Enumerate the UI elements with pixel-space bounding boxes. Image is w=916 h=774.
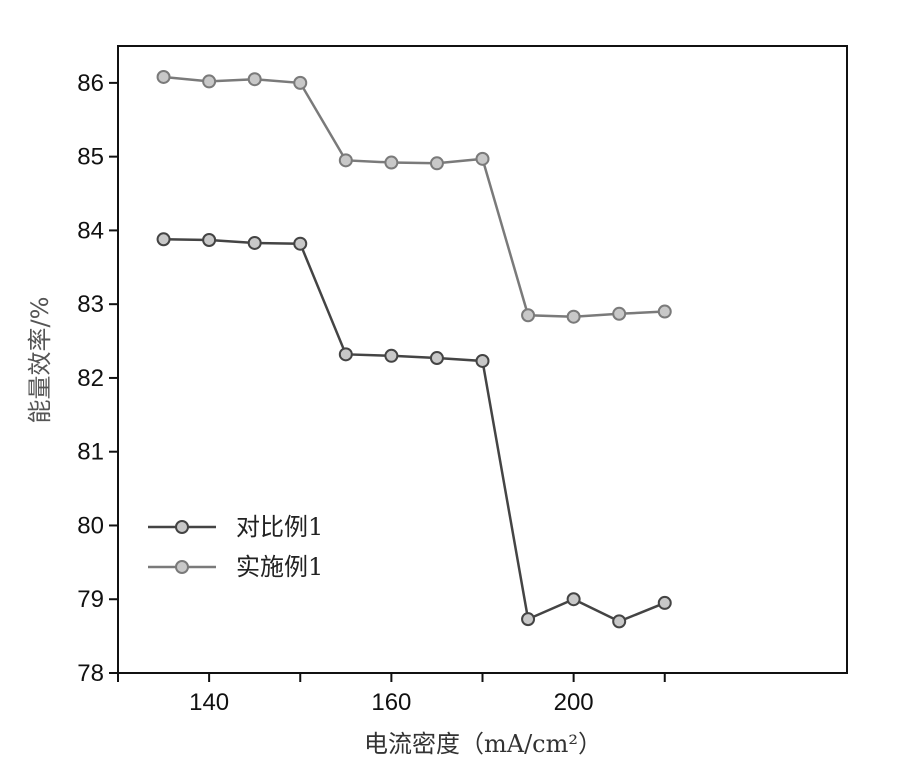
y-tick-label: 84: [77, 217, 104, 244]
data-point: [338, 347, 353, 362]
x-tick-label: 200: [554, 689, 594, 716]
data-point: [521, 612, 536, 627]
x-axis-ticks: 140 160 200: [117, 673, 666, 716]
x-tick-label: 160: [371, 689, 411, 716]
legend-label: 实施例1: [236, 553, 323, 581]
data-point: [384, 155, 399, 170]
data-point: [384, 348, 399, 363]
data-point: [247, 235, 262, 250]
data-point: [202, 233, 217, 248]
y-axis-ticks: 78 79 80 81 82 83 84 85 86: [77, 70, 118, 687]
data-point: [202, 74, 217, 89]
data-point: [338, 153, 353, 168]
series-layer: [156, 69, 672, 629]
data-point: [247, 72, 262, 87]
y-tick-label: 83: [77, 291, 104, 318]
data-point: [156, 69, 171, 84]
data-point: [156, 232, 171, 247]
series-line: [163, 75, 665, 318]
data-point: [475, 353, 490, 368]
y-tick-label: 79: [77, 586, 104, 613]
data-point: [566, 309, 581, 324]
y-tick-label: 82: [77, 365, 104, 392]
legend-label: 对比例1: [236, 513, 323, 541]
y-tick-label: 86: [77, 70, 104, 97]
data-point: [521, 308, 536, 323]
data-point: [612, 614, 627, 629]
y-tick-label: 78: [77, 660, 104, 687]
legend: 对比例1 实施例1: [148, 513, 323, 581]
y-tick-label: 85: [77, 144, 104, 171]
y-axis-label: 能量效率/%: [26, 297, 54, 424]
x-axis-label: 电流密度（mA/cm²）: [364, 730, 602, 758]
y-tick-label: 80: [77, 512, 104, 539]
legend-marker: [175, 560, 189, 574]
series-line: [163, 238, 666, 623]
y-tick-label: 81: [77, 439, 104, 466]
data-point: [657, 595, 672, 610]
data-point: [566, 592, 581, 607]
x-tick-label: 140: [189, 689, 229, 716]
data-point: [612, 306, 627, 321]
data-point: [429, 156, 444, 171]
data-point: [293, 236, 308, 251]
data-point: [657, 304, 672, 319]
legend-marker: [175, 520, 189, 534]
data-point: [293, 75, 308, 90]
data-point: [429, 351, 444, 366]
data-point: [475, 151, 490, 166]
